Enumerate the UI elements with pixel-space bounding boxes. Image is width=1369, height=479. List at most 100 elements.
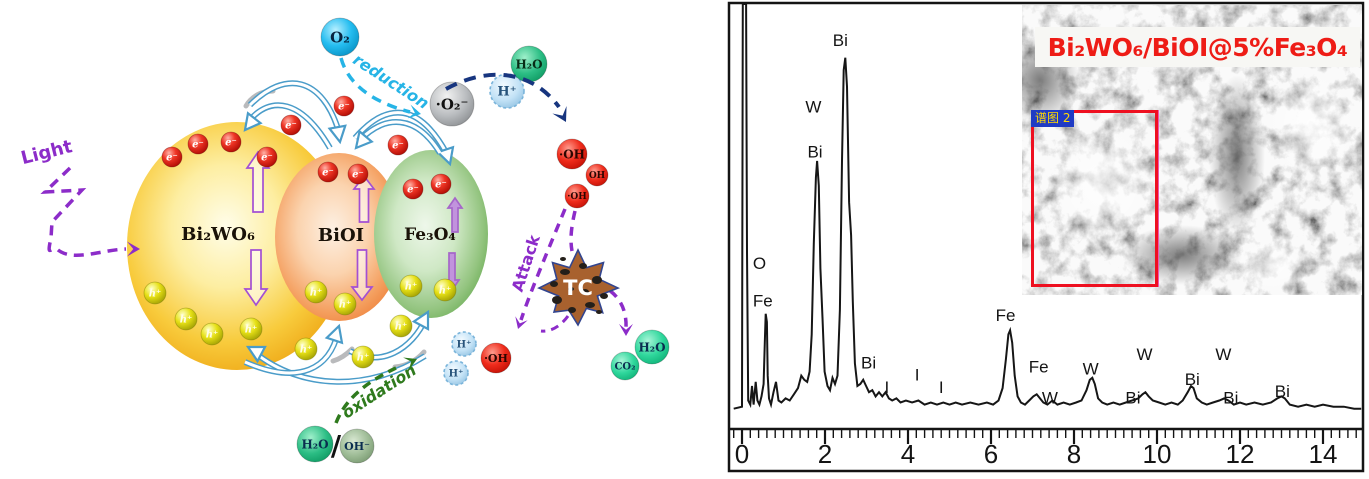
svg-text:e⁻: e⁻ (322, 168, 334, 179)
svg-text:CO₂: CO₂ (614, 362, 635, 373)
mechanism-diagram: e⁻ e⁻ e⁻ e⁻ e⁻ e⁻ e⁻ e⁻ e⁻ e⁻ e⁻ h⁺ h⁺ h⁺ h⁺ h⁺ h⁺ h⁺ h⁺ h⁺… (19, 17, 670, 464)
tc-label: TC (563, 276, 593, 300)
light-arrow (40, 166, 127, 258)
species-h2o-top: H₂O (510, 45, 548, 83)
peak-label-bi: Bi (833, 31, 848, 50)
peak-label-i: I (915, 366, 920, 385)
analysis-region-box (1031, 110, 1158, 287)
peak-label-bi: Bi (1275, 382, 1290, 401)
radical-formation-arrow (445, 72, 561, 109)
attack-arrow-2 (569, 210, 577, 252)
peak-label-fe: Fe (996, 306, 1016, 325)
species-oh-3: ·OH (564, 183, 590, 209)
svg-text:h⁺: h⁺ (357, 353, 370, 364)
hole-ball: h⁺ (389, 314, 413, 338)
svg-text:H₂O: H₂O (638, 340, 665, 354)
x-tick-label: 0 (735, 439, 749, 469)
svg-text:H⁺: H⁺ (449, 369, 464, 380)
electron-ball: e⁻ (280, 114, 302, 136)
svg-text:e⁻: e⁻ (285, 121, 297, 132)
peak-label-bi: Bi (807, 143, 822, 162)
svg-text:H⁺: H⁺ (497, 85, 516, 100)
species-o2: O₂ (320, 17, 360, 57)
svg-text:OH: OH (589, 171, 606, 181)
transfer-arrowhead (327, 124, 347, 145)
svg-text:h⁺: h⁺ (405, 282, 418, 293)
peak-label-fe: Fe (753, 291, 773, 310)
svg-text:h⁺: h⁺ (206, 330, 219, 341)
peak-label-bi: Bi (861, 353, 876, 372)
region-tag-label: 谱图 2 (1031, 110, 1075, 127)
species-h-plus-2: H⁺ (443, 360, 469, 386)
svg-text:h⁺: h⁺ (439, 286, 452, 297)
electron-ball: e⁻ (187, 133, 209, 155)
x-tick-label: 10 (1143, 439, 1172, 469)
electron-ball: e⁻ (347, 163, 369, 185)
electron-ball: e⁻ (402, 178, 424, 200)
x-tick-label: 4 (901, 439, 915, 469)
x-tick-label: 2 (818, 439, 832, 469)
peak-label-w: W (1215, 345, 1231, 364)
species-oh-2: OH (585, 163, 609, 187)
sphere-fe3o4 (374, 150, 488, 318)
electron-ball: e⁻ (220, 131, 242, 153)
svg-text:·O₂⁻: ·O₂⁻ (436, 95, 469, 113)
species-h2o-product: H₂O (634, 329, 670, 365)
svg-text:h⁺: h⁺ (245, 325, 258, 336)
sem-inset: Bi₂WO₆/BiOI@5%Fe₃O₄ 谱图 2 (1022, 5, 1362, 295)
attack-arrow-tail (540, 315, 570, 333)
svg-text:h⁺: h⁺ (310, 288, 323, 299)
svg-text:e⁻: e⁻ (407, 185, 419, 196)
transfer-arrowhead (324, 323, 344, 345)
peak-label-w: W (1083, 360, 1099, 379)
inset-title-band: Bi₂WO₆/BiOI@5%Fe₃O₄ (1035, 27, 1360, 67)
hole-ball: h⁺ (143, 281, 167, 305)
species-h-plus-1: H⁺ (451, 331, 477, 357)
transfer-arrowhead (411, 309, 430, 331)
svg-text:H⁺: H⁺ (457, 340, 472, 351)
sphere-label-bioi: BiOI (318, 225, 364, 246)
svg-text:e⁻: e⁻ (435, 180, 447, 191)
hole-ball: h⁺ (294, 337, 318, 361)
peak-label-w: W (1042, 388, 1058, 407)
transfer-arrowhead (243, 111, 263, 132)
x-tick-label: 6 (984, 439, 998, 469)
svg-text:H₂O: H₂O (301, 437, 328, 451)
svg-text:e⁻: e⁻ (192, 140, 204, 151)
svg-text:h⁺: h⁺ (180, 315, 193, 326)
reduction-arrow (339, 57, 411, 114)
species-oh-bottom: ·OH (480, 342, 512, 374)
hole-ball: h⁺ (200, 322, 224, 346)
sphere-label-bi2wo6: Bi₂WO₆ (181, 224, 255, 245)
tc-pollutant-star: TC (537, 248, 621, 327)
svg-text:e⁻: e⁻ (392, 141, 404, 152)
electron-ball: e⁻ (333, 95, 355, 117)
electron-up-arrow (245, 150, 271, 213)
sphere-label-fe3o4: Fe₃O₄ (404, 225, 456, 245)
peak-label-bi: Bi (1125, 388, 1140, 407)
eds-spectrum-curve (733, 3, 1362, 410)
slash-separator: / (331, 429, 342, 462)
peak-label-i: I (939, 378, 944, 397)
hole-down-arrow (350, 249, 374, 302)
svg-text:·OH: ·OH (559, 147, 585, 161)
hole-ball: h⁺ (333, 292, 357, 316)
peak-label-fe: Fe (1029, 357, 1049, 376)
svg-text:h⁺: h⁺ (395, 322, 408, 333)
transfer-arrowhead (245, 345, 267, 364)
svg-text:e⁻: e⁻ (338, 102, 350, 113)
electron-ball: e⁻ (256, 146, 278, 168)
svg-text:e⁻: e⁻ (352, 170, 364, 181)
x-tick-label: 8 (1067, 439, 1081, 469)
hole-ball: h⁺ (433, 278, 457, 302)
species-superoxide: ·O₂⁻ (429, 81, 475, 127)
electron-up-arrow (446, 196, 464, 233)
electron-ball: e⁻ (317, 161, 339, 183)
hole-ball: h⁺ (304, 280, 328, 304)
svg-text:·OH: ·OH (484, 352, 508, 365)
hole-ball: h⁺ (399, 274, 423, 298)
svg-text:e⁻: e⁻ (225, 138, 237, 149)
x-tick-label: 12 (1226, 439, 1255, 469)
electron-ball: e⁻ (430, 173, 452, 195)
